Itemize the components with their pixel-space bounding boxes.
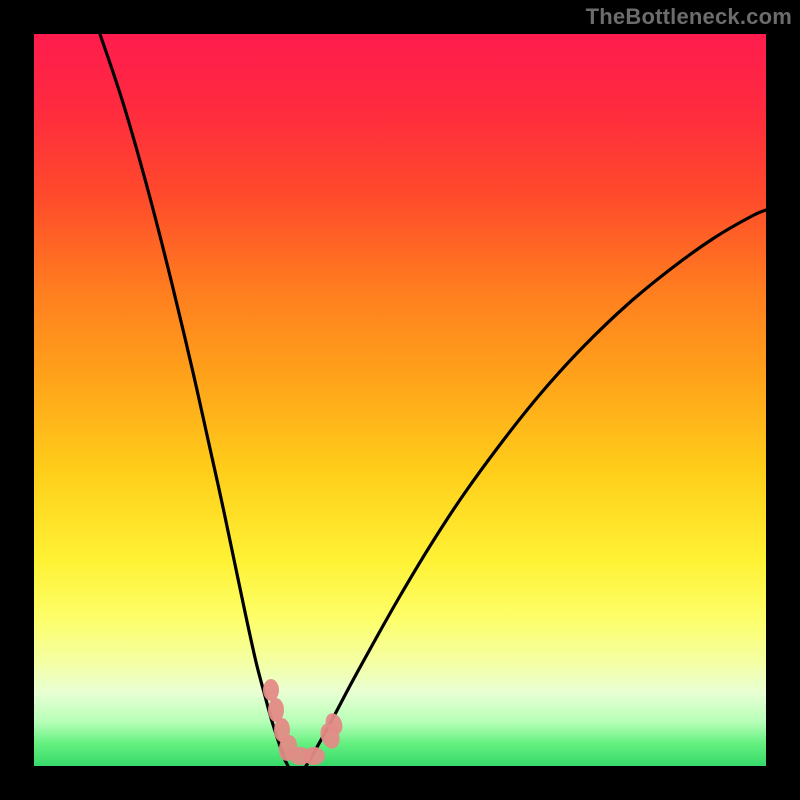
chart-svg xyxy=(34,34,766,766)
plot-area xyxy=(34,34,766,766)
marker-0 xyxy=(263,679,279,701)
marker-5 xyxy=(303,747,325,765)
outer-frame: TheBottleneck.com xyxy=(0,0,800,800)
gradient-background xyxy=(34,34,766,766)
watermark-text: TheBottleneck.com xyxy=(586,4,792,30)
